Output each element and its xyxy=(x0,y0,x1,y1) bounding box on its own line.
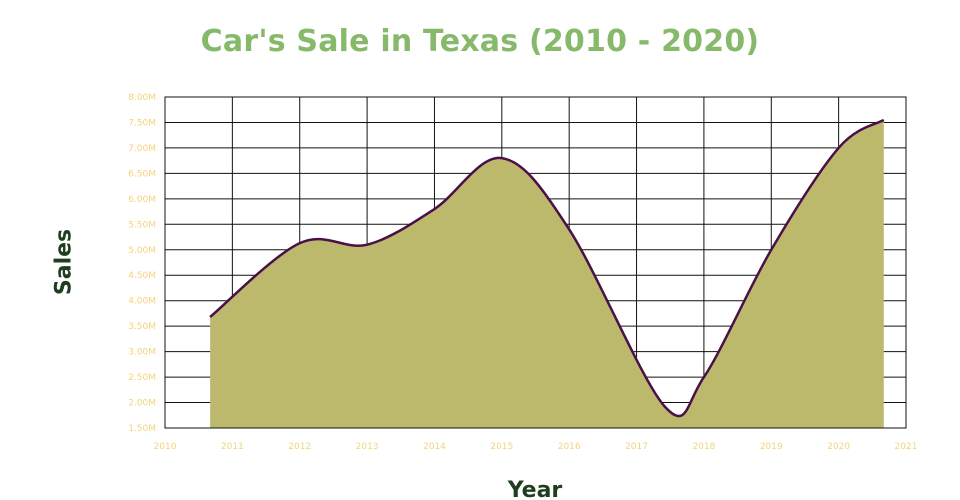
y-tick-label: 8.00M xyxy=(128,93,156,103)
y-tick-label: 4.50M xyxy=(128,271,156,281)
y-tick-label: 5.00M xyxy=(128,246,156,256)
x-tick-label: 2018 xyxy=(692,442,715,452)
y-tick-label: 5.50M xyxy=(128,220,156,230)
x-tick-label: 2015 xyxy=(490,442,513,452)
y-tick-label: 4.00M xyxy=(128,297,156,307)
x-tick-label: 2013 xyxy=(356,442,379,452)
y-tick-label: 6.50M xyxy=(128,169,156,179)
x-tick-label: 2019 xyxy=(760,442,783,452)
y-tick-label: 7.50M xyxy=(128,118,156,128)
y-tick-label: 3.50M xyxy=(128,322,156,332)
x-tick-labels: 2010 2011 2012 2013 2014 2015 2016 2017 2018 2019… xyxy=(154,442,918,452)
x-tick-label: 2020 xyxy=(827,442,850,452)
x-tick-label: 2011 xyxy=(221,442,244,452)
x-tick-label: 2012 xyxy=(288,442,311,452)
x-tick-label: 2016 xyxy=(558,442,581,452)
y-tick-label: 3.00M xyxy=(128,348,156,358)
y-tick-label: 6.00M xyxy=(128,195,156,205)
y-tick-label: 2.00M xyxy=(128,399,156,409)
plot-area-border xyxy=(164,96,907,429)
area-series-line xyxy=(209,118,885,418)
chart-title: Car's Sale in Texas (2010 - 2020) xyxy=(200,24,760,59)
x-tick-label: 2014 xyxy=(423,442,446,452)
y-tick-labels: 1.50M 2.00M 2.50M 3.00M 3.50M 4.00M 4.50M 5.00M… xyxy=(128,93,156,434)
x-tick-label: 2021 xyxy=(895,442,918,452)
x-axis-title: Year xyxy=(507,478,563,500)
y-tick-label: 1.50M xyxy=(128,424,156,434)
y-tick-label: 7.00M xyxy=(128,144,156,154)
y-tick-label: 2.50M xyxy=(128,373,156,383)
x-tick-label: 2010 xyxy=(154,442,177,452)
area-series-fill xyxy=(210,119,884,429)
x-tick-label: 2017 xyxy=(625,442,648,452)
